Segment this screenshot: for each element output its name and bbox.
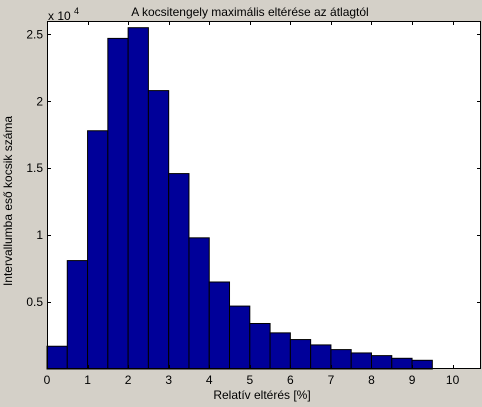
histogram-bar-14: [310, 344, 332, 370]
histogram-bar-8: [188, 237, 210, 370]
histogram-bar-11: [249, 322, 271, 370]
histogram-bar-7: [168, 173, 190, 370]
histogram-bar-13: [289, 339, 312, 370]
histogram-bar-4: [107, 37, 129, 370]
y-exponent-base: x 10: [48, 9, 71, 23]
histogram-bar-15: [330, 349, 352, 370]
x-axis-label: Relatív eltérés [%]: [213, 388, 310, 402]
histogram-bar-2: [66, 260, 89, 370]
y-tick-label: 1.5: [26, 161, 43, 175]
y-tick-label: 2.5: [26, 27, 43, 41]
histogram-bar-18: [391, 357, 413, 370]
bar-group: [46, 27, 433, 370]
x-tick-label: 6: [287, 373, 294, 387]
histogram-bar-5: [127, 27, 149, 370]
x-tick-label: 9: [409, 373, 416, 387]
y-exponent-power: 4: [74, 6, 79, 16]
y-exponent-label: x 10 4: [48, 6, 79, 23]
x-tick-label: 1: [84, 373, 91, 387]
histogram-bar-17: [370, 355, 393, 370]
x-tick-label: 7: [328, 373, 335, 387]
histogram-bar-3: [87, 130, 109, 370]
x-tick-label: 4: [206, 373, 213, 387]
x-tick-label: 5: [246, 373, 253, 387]
histogram-bar-1: [46, 345, 68, 370]
x-axis: 0 1 2 3 4 5 6 7 8 9 10: [44, 21, 460, 387]
y-tick-label: 1: [36, 228, 43, 242]
histogram-bar-10: [229, 305, 251, 370]
y-tick-label: 0.5: [26, 295, 43, 309]
plot-frame: [47, 21, 481, 369]
y-axis-label: Intervallumba eső kocsik száma: [1, 116, 15, 286]
histogram-bar-9: [208, 281, 231, 370]
histogram-bar-16: [350, 352, 372, 370]
x-tick-label: 8: [368, 373, 375, 387]
histogram-bar-19: [411, 359, 433, 370]
y-axis: 0.5 1 1.5 2 2.5: [26, 27, 481, 309]
x-tick-label: 2: [125, 373, 132, 387]
y-tick-label: 2: [36, 94, 43, 108]
histogram-bar-6: [147, 90, 170, 370]
histogram-bar-12: [269, 332, 291, 370]
x-tick-label: 3: [165, 373, 172, 387]
x-tick-label: 0: [44, 373, 51, 387]
chart-title: A kocsitengely maximális eltérése az átl…: [131, 5, 368, 19]
x-tick-label: 10: [446, 373, 460, 387]
